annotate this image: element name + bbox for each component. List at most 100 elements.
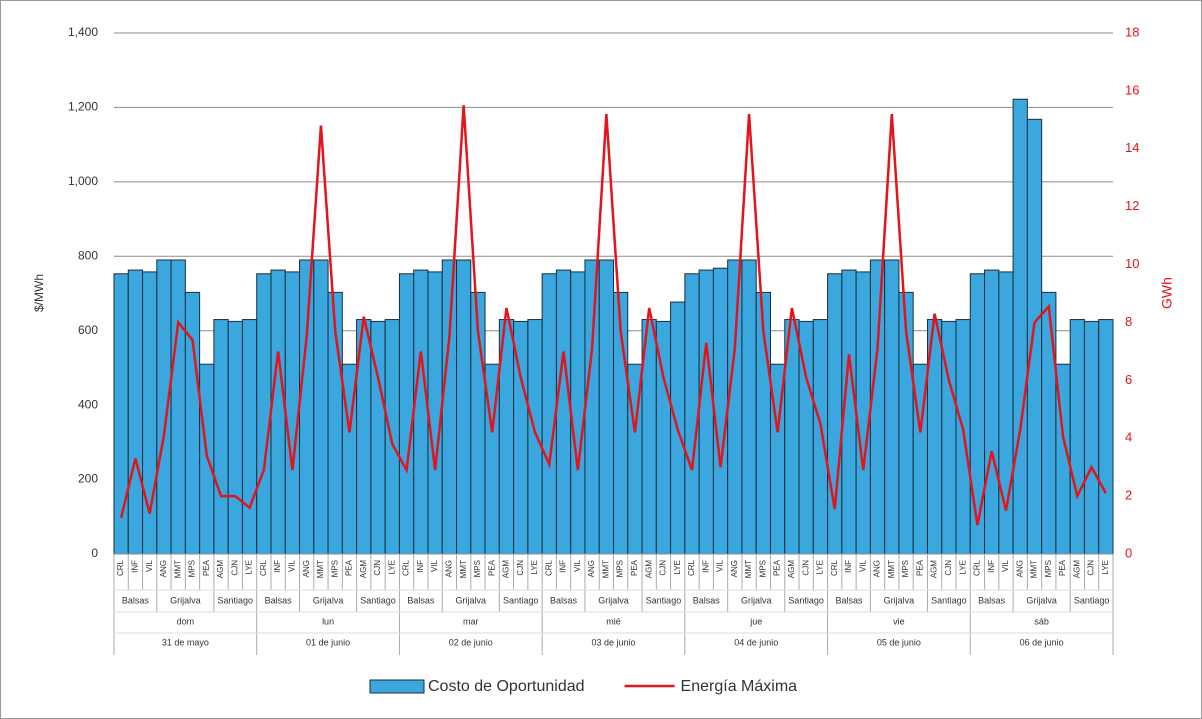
x-tick-label: MMT: [459, 560, 468, 578]
bar: [570, 271, 586, 555]
y-tick-label: 0: [91, 546, 98, 560]
y-tick-label: 400: [78, 397, 98, 411]
y-tick-label: 1,000: [68, 174, 98, 188]
x-tick-label: AGM: [502, 560, 511, 579]
x-tick-label: ANG: [730, 560, 739, 577]
date-label: 03 de junio: [591, 637, 635, 647]
basin-label: Grijalva: [741, 595, 772, 605]
y2-tick-label: 2: [1125, 488, 1132, 503]
date-label: 01 de junio: [306, 637, 350, 647]
x-tick-label: CRL: [973, 559, 982, 576]
legend-label: Costo de Oportunidad: [428, 678, 585, 695]
bar: [156, 259, 172, 555]
bar: [441, 259, 458, 555]
basin-label: Santiago: [788, 595, 824, 605]
x-tick-label: ANG: [587, 560, 596, 577]
x-tick-label: INF: [273, 560, 282, 573]
x-tick-label: PEA: [345, 559, 354, 576]
x-tick-label: CJN: [230, 560, 239, 576]
x-tick-label: CJN: [1087, 560, 1096, 576]
basin-label: Grijalva: [170, 595, 201, 605]
y2-axis-title: GWh: [1159, 277, 1175, 309]
x-tick-label: INF: [844, 560, 853, 573]
basin-label: Grijalva: [456, 595, 487, 605]
day-label: mar: [463, 616, 479, 626]
x-tick-label: ANG: [873, 560, 882, 577]
x-tick-label: CJN: [516, 560, 525, 576]
date-label: 05 de junio: [877, 637, 921, 647]
y-tick-label: 1,400: [68, 25, 98, 39]
x-tick-label: AGM: [644, 560, 653, 579]
day-label: dom: [177, 616, 195, 626]
bar: [812, 319, 829, 555]
x-tick-label: INF: [987, 560, 996, 573]
legend-label: Energía Máxima: [681, 678, 798, 695]
y-tick-label: 1,200: [68, 100, 98, 114]
x-tick-label: CRL: [687, 559, 696, 576]
bar: [413, 269, 429, 555]
bar: [227, 320, 243, 555]
bar: [1083, 320, 1100, 555]
x-tick-label: LYE: [673, 560, 682, 575]
y2-tick-label: 6: [1125, 372, 1132, 387]
bar: [527, 319, 543, 555]
x-tick-label: CRL: [402, 559, 411, 576]
x-tick-label: MMT: [744, 560, 753, 578]
y2-tick-label: 12: [1125, 198, 1139, 213]
x-tick-label: CJN: [659, 560, 668, 576]
x-tick-label: CRL: [830, 559, 839, 576]
x-tick-label: VIL: [716, 559, 725, 572]
bar: [270, 269, 286, 555]
x-tick-label: CRL: [544, 559, 553, 576]
x-tick-label: PEA: [202, 559, 211, 576]
day-label: sáb: [1034, 616, 1049, 626]
y2-tick-label: 0: [1125, 545, 1132, 560]
basin-label: Santiago: [503, 595, 539, 605]
x-tick-label: AGM: [1072, 560, 1081, 579]
x-tick-label: MPS: [901, 560, 910, 577]
x-tick-label: LYE: [245, 560, 254, 575]
basin-label: Grijalva: [1026, 595, 1057, 605]
x-tick-label: VIL: [430, 559, 439, 572]
y2-tick-label: 14: [1125, 140, 1139, 155]
x-tick-label: LYE: [816, 560, 825, 575]
y2-tick-label: 4: [1125, 430, 1132, 445]
y2-tick-label: 8: [1125, 314, 1132, 329]
x-tick-label: LYE: [1101, 560, 1110, 575]
bar: [741, 259, 757, 555]
x-tick-label: PEA: [1058, 559, 1067, 576]
x-tick-label: INF: [701, 560, 710, 573]
bar: [884, 259, 900, 555]
x-tick-label: ANG: [1015, 560, 1024, 577]
bar: [684, 273, 700, 555]
x-tick-label: ANG: [302, 560, 311, 577]
basin-label: Balsas: [550, 595, 578, 605]
bar: [213, 319, 229, 555]
basin-label: Santiago: [1074, 595, 1110, 605]
date-label: 31 de mayo: [162, 637, 209, 647]
bar: [1098, 319, 1114, 555]
x-tick-label: PEA: [487, 559, 496, 576]
bar: [869, 259, 886, 555]
x-tick-label: PEA: [630, 559, 639, 576]
bar: [127, 269, 144, 555]
x-tick-label: INF: [559, 560, 568, 573]
bar: [398, 273, 415, 555]
x-tick-label: MMT: [173, 560, 182, 578]
basin-label: Balsas: [122, 595, 150, 605]
y-axis-title: $/MWh: [32, 274, 46, 312]
x-tick-label: MMT: [316, 560, 325, 578]
bar: [299, 259, 315, 555]
x-tick-label: MMT: [887, 560, 896, 578]
y2-tick-label: 18: [1125, 24, 1139, 39]
bar: [1026, 118, 1043, 555]
bar: [855, 271, 871, 555]
bar: [1069, 319, 1085, 555]
day-label: vie: [893, 616, 905, 626]
y2-tick-label: 10: [1125, 256, 1139, 271]
y-tick-label: 800: [78, 248, 98, 262]
x-tick-label: MPS: [473, 560, 482, 577]
x-tick-label: VIL: [1001, 559, 1010, 572]
x-tick-label: VIL: [288, 559, 297, 572]
